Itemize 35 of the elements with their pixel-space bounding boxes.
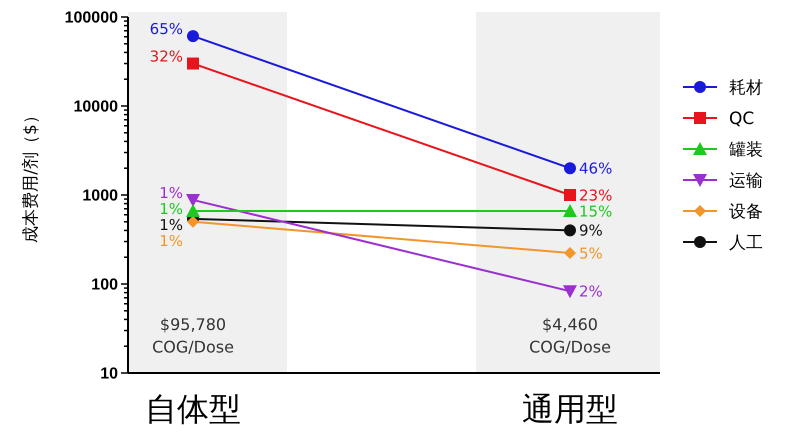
x-tick-label: 通用型 bbox=[522, 390, 618, 428]
annotation: 32% bbox=[150, 47, 183, 66]
point bbox=[564, 162, 576, 174]
y-axis-title: 成本费用/剂（$） bbox=[21, 107, 41, 243]
annotation: 2% bbox=[579, 282, 603, 300]
annotation: 1% bbox=[159, 200, 183, 218]
y-tick-label: 100000 bbox=[64, 10, 118, 27]
annotation: 46% bbox=[579, 159, 612, 178]
legend-label: 罐装 bbox=[729, 140, 763, 160]
point bbox=[187, 58, 199, 70]
point bbox=[564, 189, 576, 201]
y-tick-label: 10000 bbox=[74, 98, 118, 116]
annotation: 23% bbox=[579, 186, 612, 204]
annotation: 1% bbox=[159, 216, 183, 234]
annotation: 15% bbox=[579, 202, 612, 220]
annotation: 1% bbox=[159, 184, 183, 202]
y-tick-label: 10 bbox=[100, 366, 118, 383]
y-tick-label: 100 bbox=[91, 276, 118, 294]
legend-label: 设备 bbox=[729, 202, 763, 222]
point bbox=[187, 216, 199, 228]
point bbox=[187, 30, 199, 42]
legend-label: 运输 bbox=[729, 170, 763, 191]
point bbox=[564, 247, 576, 259]
legend-label: QC bbox=[729, 108, 754, 129]
x-tick-label: 自体型 bbox=[145, 390, 241, 428]
legend-label: 人工 bbox=[729, 232, 763, 253]
annotation: 5% bbox=[579, 244, 603, 262]
point bbox=[564, 224, 576, 236]
annotation: $95,780 COG/Dose bbox=[152, 315, 234, 356]
legend-label: 耗材 bbox=[729, 78, 763, 98]
y-tick-label: 1000 bbox=[82, 188, 118, 205]
annotation: 1% bbox=[159, 232, 183, 250]
annotation: 9% bbox=[579, 222, 603, 240]
annotation: 65% bbox=[150, 20, 183, 38]
annotation: $4,460 COG/Dose bbox=[529, 315, 611, 356]
